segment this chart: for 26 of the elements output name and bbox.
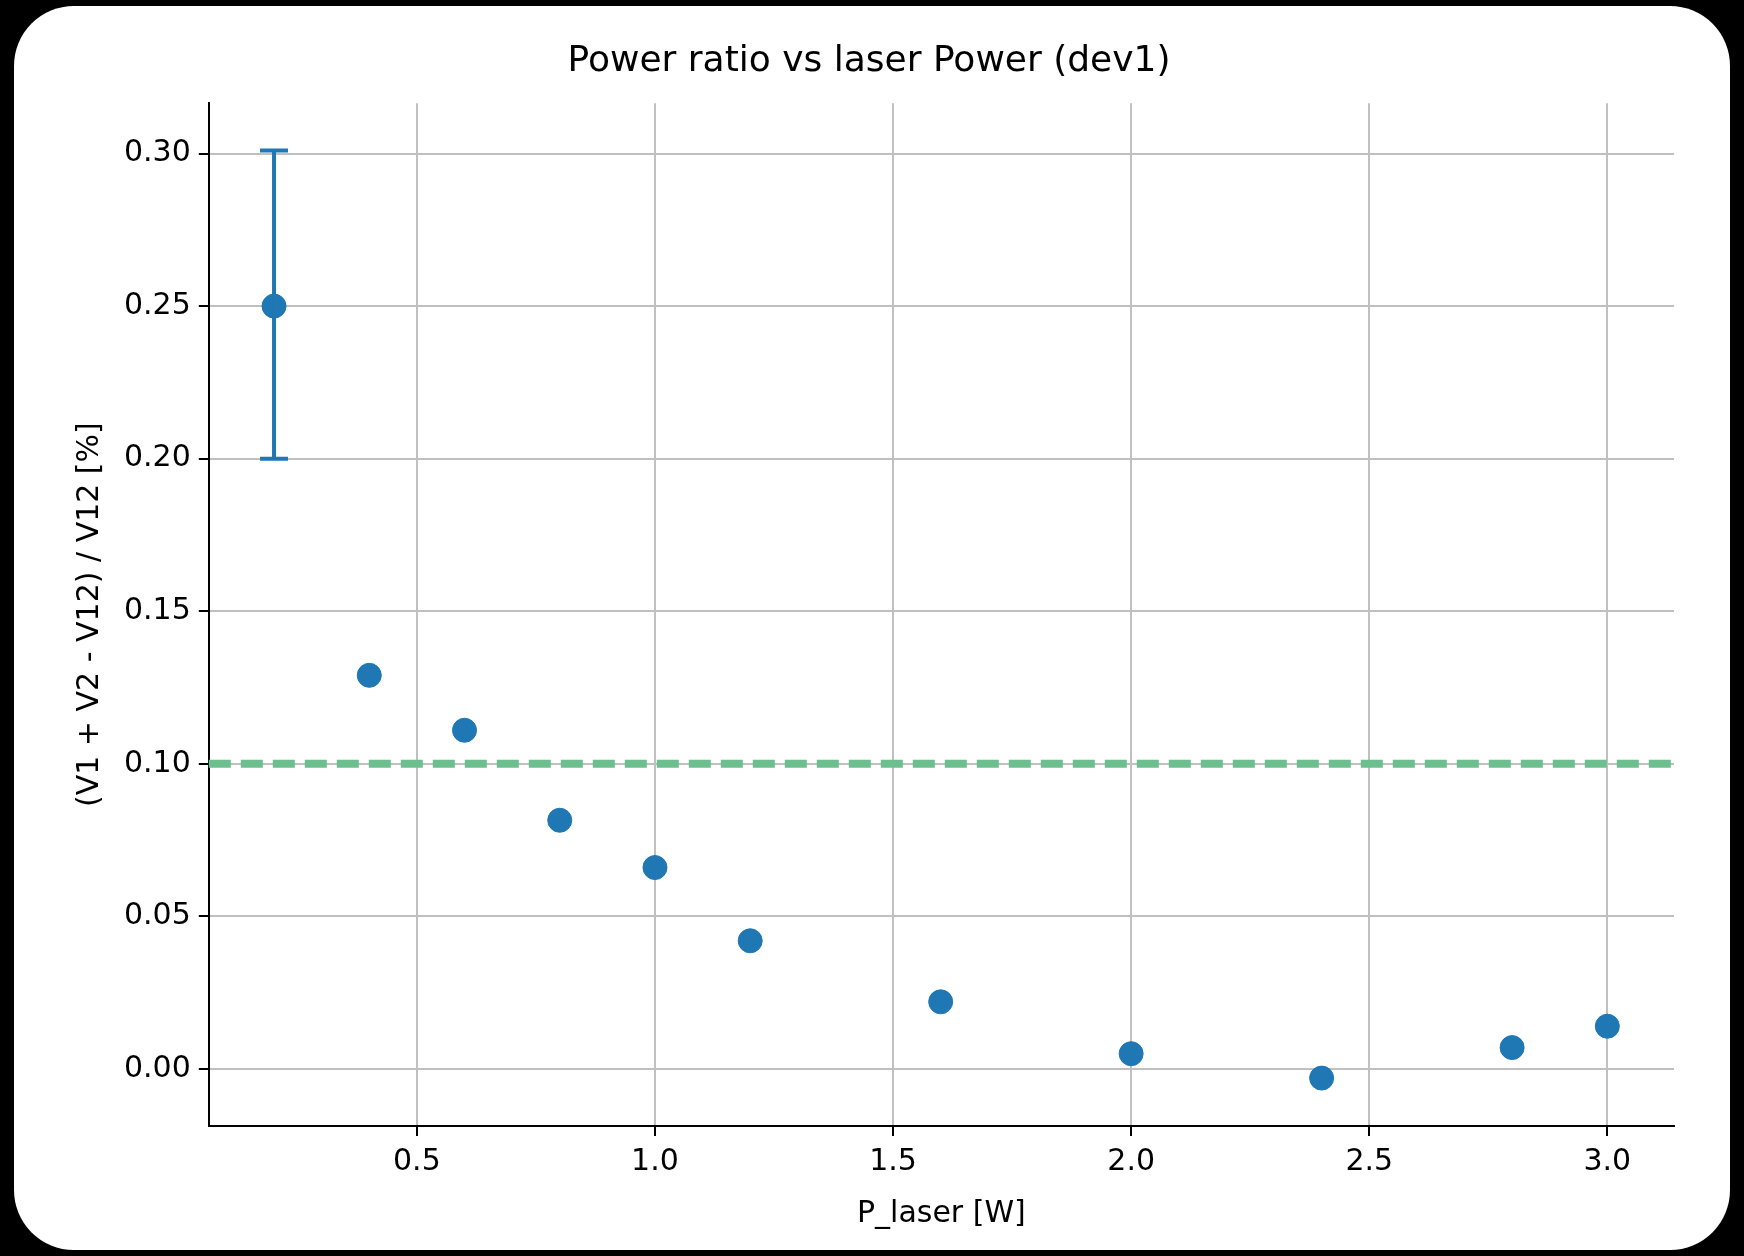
x-axis-title: P_laser [W] [856,1193,1026,1229]
point [1499,1035,1525,1061]
point [1594,1013,1620,1039]
point [1118,1041,1144,1067]
chart-title: Power ratio vs laser Power (dev1) [567,37,1171,79]
point [642,855,668,881]
y-tick-label: 0.10 [124,743,191,779]
y-tick-label: 0.05 [124,896,191,932]
point [1309,1065,1335,1091]
point [547,807,573,833]
x-tick-label: 1.5 [869,1141,917,1177]
y-tick-label: 0.15 [124,591,191,627]
point [356,662,382,688]
x-tick-label: 2.0 [1107,1141,1156,1177]
point [928,989,954,1015]
y-tick-label: 0.20 [124,438,191,474]
x-tick-label: 3.0 [1583,1141,1632,1177]
y-tick-label: 0.25 [124,285,191,321]
point [737,928,763,954]
x-tick-label: 2.5 [1345,1141,1394,1177]
x-tick-label: 0.5 [393,1141,441,1177]
y-tick-label: 0.00 [124,1048,191,1084]
y-axis-title: (V1 + V2 - V12) / V12 [%] [69,422,105,807]
x-tick-label: 1.0 [631,1141,679,1177]
point [452,717,478,743]
y-tick-label: 0.30 [124,133,191,169]
